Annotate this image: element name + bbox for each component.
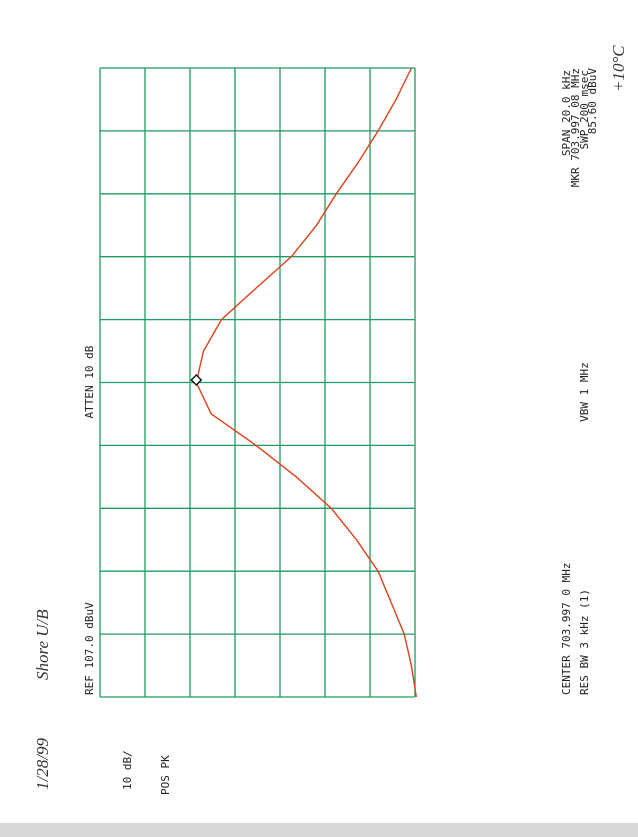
- center-label: CENTER 703.997 0 MHz: [560, 563, 573, 695]
- handwritten-temperature: +10°C: [609, 45, 628, 92]
- atten-label: ATTEN 10 dB: [83, 345, 96, 418]
- span-label: SPAN 20.0 kHz: [560, 70, 573, 156]
- scale-label: 10 dB/: [121, 750, 134, 790]
- marker-frequency: MKR 703.997 08 MHz: [569, 68, 582, 187]
- marker-amplitude: 85.60 dBuV: [586, 68, 599, 135]
- vbw-label: VBW 1 MHz: [578, 362, 591, 422]
- ref-label: REF 107.0 dBuV: [83, 602, 96, 695]
- sweep-label: SWP 200 msec: [578, 70, 591, 149]
- handwritten-date: 1/28/99: [33, 738, 52, 790]
- detector-label: POS PK: [159, 755, 172, 795]
- rbw-label: RES BW 3 kHz (1): [578, 589, 591, 695]
- marker: [190, 373, 203, 386]
- scan-edge: [0, 823, 638, 837]
- handwritten-note: Shore U/B: [33, 609, 52, 680]
